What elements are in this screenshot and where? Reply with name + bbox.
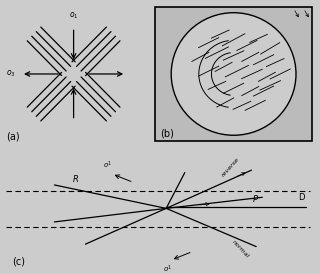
Text: (b): (b): [160, 128, 174, 138]
Text: $o_1$: $o_1$: [69, 10, 78, 21]
Text: $o_3$: $o_3$: [6, 69, 16, 79]
Text: (c): (c): [12, 257, 26, 267]
Text: P: P: [253, 195, 258, 204]
Text: normal: normal: [231, 239, 250, 259]
Text: $o^1$: $o^1$: [163, 264, 172, 274]
Text: (a): (a): [6, 132, 20, 142]
Text: R: R: [73, 175, 79, 184]
Text: D: D: [298, 193, 304, 202]
Ellipse shape: [171, 13, 296, 135]
Text: $o^1$: $o^1$: [103, 159, 112, 171]
Text: reverse: reverse: [220, 156, 240, 178]
